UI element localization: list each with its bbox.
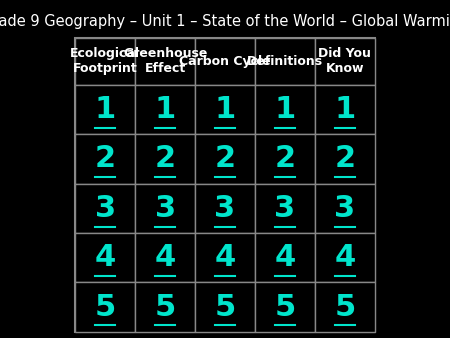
Text: Definitions: Definitions <box>247 55 323 68</box>
Text: 3: 3 <box>334 194 356 223</box>
Text: 1: 1 <box>334 95 356 124</box>
Text: Greenhouse
Effect: Greenhouse Effect <box>123 47 207 75</box>
Bar <box>195 38 255 85</box>
Bar <box>255 283 315 332</box>
Bar <box>135 134 195 184</box>
Text: 3: 3 <box>94 194 116 223</box>
Bar <box>135 184 195 233</box>
Bar <box>195 184 255 233</box>
Text: 2: 2 <box>334 144 356 173</box>
Bar <box>315 85 375 134</box>
Text: 2: 2 <box>94 144 116 173</box>
Bar <box>315 283 375 332</box>
Text: 2: 2 <box>274 144 296 173</box>
Text: 4: 4 <box>334 243 356 272</box>
Text: Carbon Cycle: Carbon Cycle <box>179 55 271 68</box>
Text: 2: 2 <box>154 144 176 173</box>
Text: Ecological
Footprint: Ecological Footprint <box>70 47 140 75</box>
Bar <box>195 283 255 332</box>
Bar <box>255 184 315 233</box>
Bar <box>75 85 135 134</box>
Text: 5: 5 <box>94 293 116 322</box>
Bar <box>315 233 375 283</box>
Bar <box>75 233 135 283</box>
Text: 4: 4 <box>214 243 236 272</box>
Text: 5: 5 <box>334 293 356 322</box>
Bar <box>315 38 375 85</box>
Bar <box>75 184 135 233</box>
Bar <box>255 233 315 283</box>
Text: 1: 1 <box>274 95 296 124</box>
Text: 3: 3 <box>154 194 176 223</box>
Bar <box>195 233 255 283</box>
Bar <box>255 38 315 85</box>
Text: 5: 5 <box>274 293 296 322</box>
Bar <box>135 38 195 85</box>
Text: 3: 3 <box>215 194 235 223</box>
Bar <box>315 184 375 233</box>
Text: 4: 4 <box>154 243 176 272</box>
Bar <box>135 283 195 332</box>
Text: Did You
Know: Did You Know <box>319 47 371 75</box>
Bar <box>255 85 315 134</box>
Bar <box>195 134 255 184</box>
Bar <box>135 233 195 283</box>
Text: 2: 2 <box>215 144 235 173</box>
Bar <box>195 85 255 134</box>
Text: 5: 5 <box>214 293 236 322</box>
Bar <box>75 283 135 332</box>
Bar <box>75 38 135 85</box>
Text: 1: 1 <box>214 95 236 124</box>
Text: 1: 1 <box>94 95 116 124</box>
Bar <box>135 85 195 134</box>
Bar <box>75 38 375 332</box>
Text: 3: 3 <box>274 194 296 223</box>
Bar <box>315 134 375 184</box>
Text: 1: 1 <box>154 95 176 124</box>
Text: Grade 9 Geography – Unit 1 – State of the World – Global Warming: Grade 9 Geography – Unit 1 – State of th… <box>0 15 450 29</box>
Text: 4: 4 <box>274 243 296 272</box>
Bar <box>255 134 315 184</box>
Text: 5: 5 <box>154 293 176 322</box>
Text: 4: 4 <box>94 243 116 272</box>
Bar <box>75 134 135 184</box>
